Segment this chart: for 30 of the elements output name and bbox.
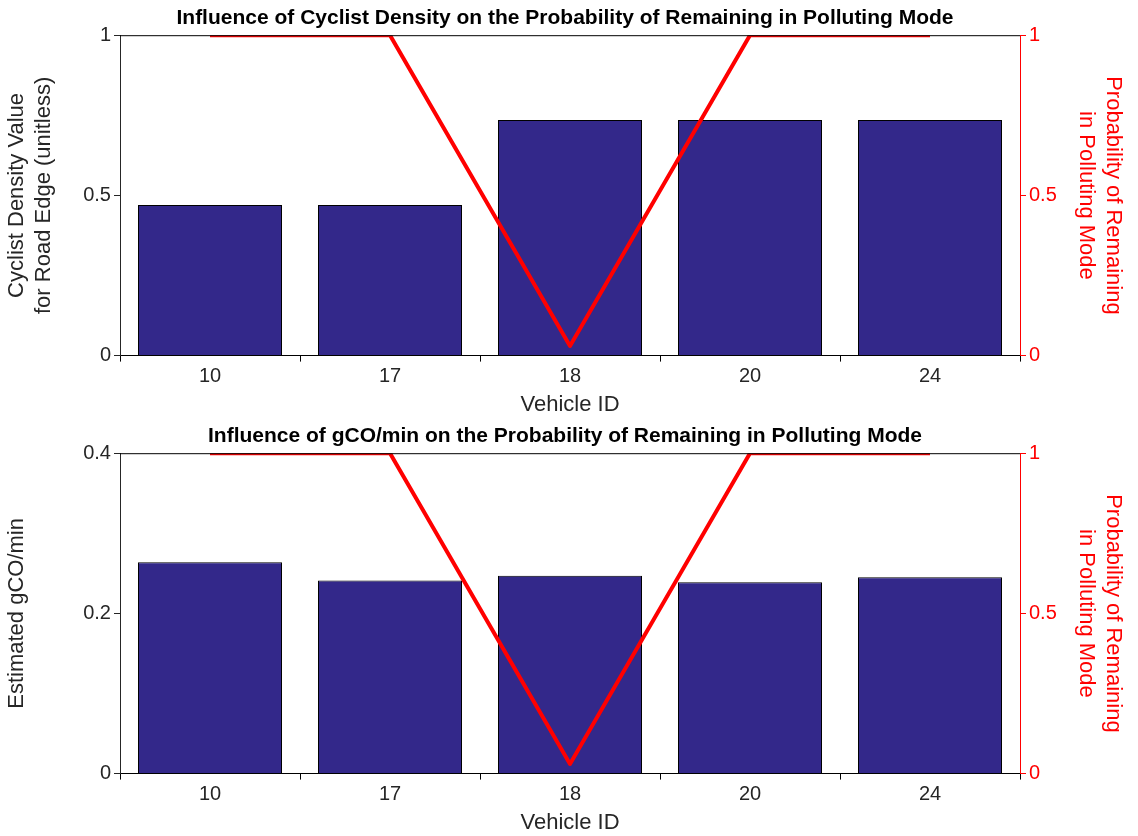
x-tick-label: 18: [558, 782, 582, 805]
y-tick-label: 0.4: [83, 440, 111, 463]
x-tick-label: 20: [738, 364, 762, 387]
y2-tick-label: 0: [1029, 761, 1041, 784]
x-tick-label: 20: [738, 782, 762, 805]
x-tick-label: 10: [198, 364, 222, 387]
y2-tick-label: 0: [1029, 343, 1041, 366]
x-tick-label: 17: [378, 782, 402, 805]
y-tick-label: 0: [99, 761, 111, 784]
y2-axis-title: Probability of Remaining in Polluting Mode: [1075, 76, 1127, 315]
x-tick-label: 24: [918, 782, 942, 805]
x-tick-label: 18: [558, 364, 582, 387]
y-tick-label: 0.2: [83, 600, 111, 623]
chart-title: Influence of gCO/min on the Probability of Remaining in Polluting Mode: [208, 423, 922, 447]
x-tick-label: 24: [918, 364, 942, 387]
y-tick-label: 0: [99, 343, 111, 366]
y-tick-label: 1: [99, 22, 111, 45]
y2-axis-title: Probability of Remaining in Polluting Mode: [1075, 494, 1127, 733]
y-axis-title: Estimated gCO/min: [3, 518, 29, 709]
y2-tick-label: 1: [1029, 440, 1041, 463]
x-tick-label: 10: [198, 782, 222, 805]
y2-tick-label: 0.5: [1029, 600, 1057, 623]
y2-tick-label: 1: [1029, 22, 1041, 45]
y2-tick-label: 0.5: [1029, 182, 1057, 205]
y-tick-label: 0.5: [83, 182, 111, 205]
x-tick-label: 17: [378, 364, 402, 387]
x-axis-title: Vehicle ID: [520, 390, 620, 416]
x-axis-title: Vehicle ID: [520, 808, 620, 834]
chart-title: Influence of Cyclist Density on the Probability of Remaining in Polluting Mode: [176, 5, 954, 29]
y-axis-title: Cyclist Density Value for Road Edge (unitless): [3, 76, 55, 315]
